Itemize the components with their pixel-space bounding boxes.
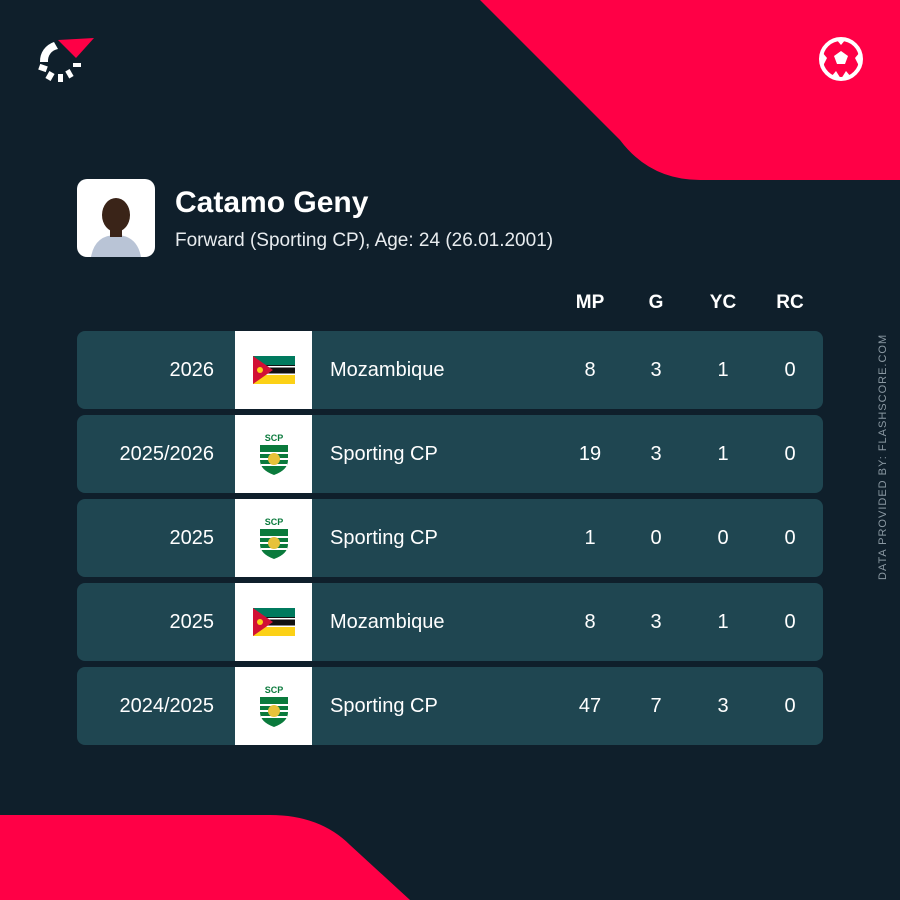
sporting-cp-crest-icon: SCP bbox=[259, 433, 288, 475]
yellow-cards: 1 bbox=[717, 611, 729, 633]
mozambique-flag-icon bbox=[252, 608, 295, 636]
sporting-cp-crest-icon: SCP bbox=[259, 517, 288, 559]
table-row: 2026 Mozambique 8 3 1 0 bbox=[77, 331, 823, 409]
table-row: 2025 Mozambique 8 3 1 0 bbox=[77, 583, 823, 661]
table-row: 2025 SCP Sporting CP 1 0 0 0 bbox=[77, 499, 823, 577]
matches-played: 47 bbox=[578, 695, 602, 717]
column-header-yc: YC bbox=[709, 292, 737, 313]
svg-text:SCP: SCP bbox=[264, 517, 283, 527]
data-credit: DATA PROVIDED BY: FLASHSCORE.COM bbox=[877, 333, 889, 580]
flashscore-logo-icon bbox=[38, 38, 94, 82]
column-header-mp: MP bbox=[575, 292, 605, 313]
player-avatar bbox=[77, 179, 155, 257]
matches-played: 1 bbox=[584, 527, 596, 549]
goals: 3 bbox=[650, 443, 662, 465]
mozambique-flag-icon bbox=[252, 356, 295, 384]
matches-played: 8 bbox=[584, 611, 596, 633]
column-header-g: G bbox=[648, 292, 664, 313]
matches-played: 19 bbox=[578, 443, 602, 465]
season: 2025/2026 bbox=[119, 443, 214, 465]
column-header-rc: RC bbox=[776, 292, 804, 313]
yellow-cards: 1 bbox=[717, 359, 729, 381]
player-photo bbox=[91, 198, 141, 257]
red-cards: 0 bbox=[784, 695, 796, 717]
red-cards: 0 bbox=[784, 611, 796, 633]
player-name: Catamo Geny bbox=[175, 186, 369, 219]
season: 2024/2025 bbox=[119, 695, 214, 717]
yellow-cards: 0 bbox=[717, 527, 729, 549]
season: 2025 bbox=[169, 611, 215, 633]
svg-text:SCP: SCP bbox=[264, 685, 283, 695]
yellow-cards: 1 bbox=[717, 443, 729, 465]
team-name: Sporting CP bbox=[330, 695, 438, 717]
red-cards: 0 bbox=[784, 527, 796, 549]
red-cards: 0 bbox=[784, 443, 796, 465]
svg-text:SCP: SCP bbox=[264, 433, 283, 443]
sporting-cp-crest-icon: SCP bbox=[259, 685, 288, 727]
season: 2026 bbox=[169, 359, 215, 381]
team-crest: SCP bbox=[235, 499, 312, 577]
team-crest bbox=[235, 331, 312, 409]
team-crest: SCP bbox=[235, 667, 312, 745]
goals: 3 bbox=[650, 611, 662, 633]
team-name: Mozambique bbox=[330, 359, 445, 381]
table-row: 2025/2026 SCP Sporting CP 19 3 1 0 bbox=[77, 415, 823, 493]
red-cards: 0 bbox=[784, 359, 796, 381]
season: 2025 bbox=[169, 527, 215, 549]
table-row: 2024/2025 SCP Sporting CP 47 7 3 0 bbox=[77, 667, 823, 745]
goals: 3 bbox=[650, 359, 662, 381]
player-details: Forward (Sporting CP), Age: 24 (26.01.20… bbox=[175, 230, 554, 251]
team-crest: SCP bbox=[235, 415, 312, 493]
matches-played: 8 bbox=[584, 359, 596, 381]
team-name: Sporting CP bbox=[330, 443, 438, 465]
team-name: Mozambique bbox=[330, 611, 445, 633]
goals: 0 bbox=[650, 527, 662, 549]
team-crest bbox=[235, 583, 312, 661]
yellow-cards: 3 bbox=[717, 695, 729, 717]
team-name: Sporting CP bbox=[330, 527, 438, 549]
goals: 7 bbox=[650, 695, 662, 717]
football-icon bbox=[819, 37, 863, 81]
